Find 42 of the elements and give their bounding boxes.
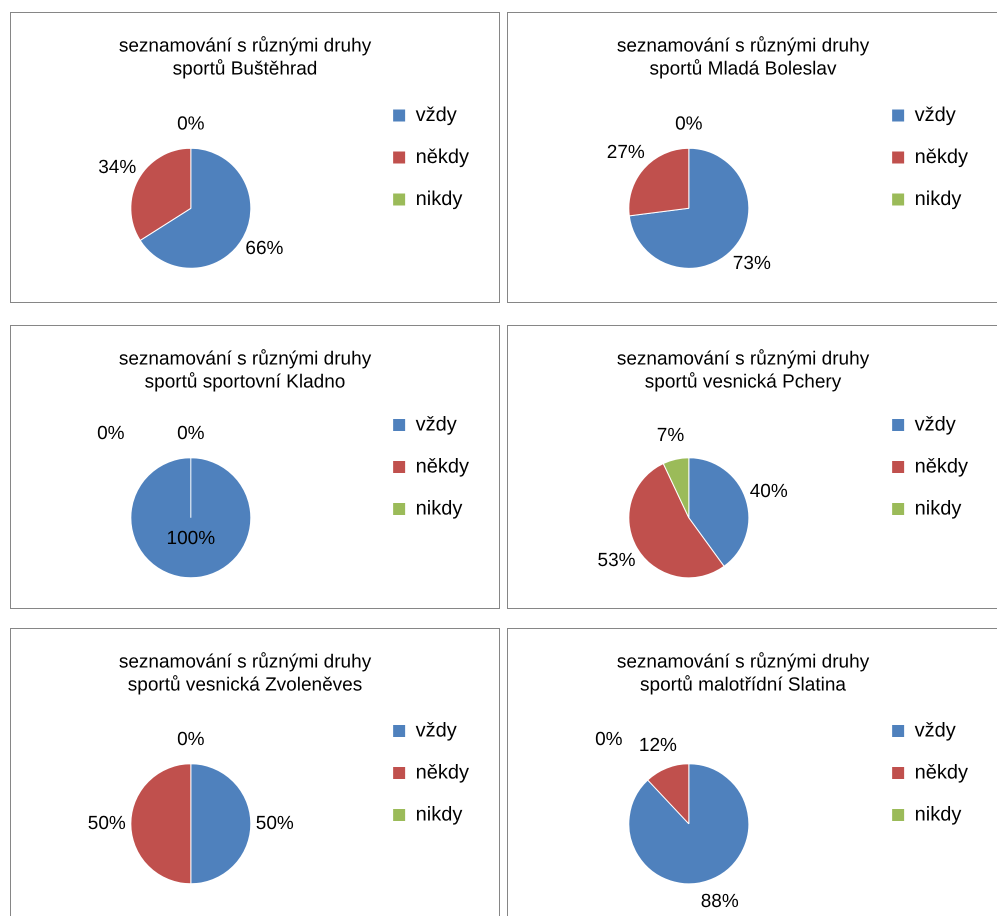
data-label: 100% <box>166 528 216 550</box>
text: 0% <box>97 423 125 444</box>
legend-label: někdy <box>914 146 968 168</box>
legend-label: vždy <box>416 104 457 126</box>
legend-label: nikdy <box>416 188 462 210</box>
legend-label: vždy <box>914 104 956 126</box>
text: 0% <box>177 423 205 444</box>
legend-label: vždy <box>416 720 457 742</box>
legend-label: vždy <box>914 720 956 742</box>
data-label: 66% <box>245 238 284 259</box>
legend-label: někdy <box>416 762 470 784</box>
chart-title: seznamování s různými druhy sportů malotřídní Slatina <box>616 652 870 696</box>
data-label: 12% <box>638 734 678 756</box>
text: 0% <box>177 114 205 135</box>
chart-title: seznamování s různými druhy sportů vesnická Zvoleněves <box>118 652 372 696</box>
chart-title: seznamování s různými druhy sportů Buštěhrad <box>118 36 372 80</box>
legend-label: někdy <box>914 456 968 478</box>
chart-title: seznamování s různými druhy sportů sportovní Kladno <box>118 348 372 392</box>
legend-label: nikdy <box>914 188 962 210</box>
legend-label: vždy <box>416 414 457 436</box>
text: 0% <box>177 729 205 750</box>
legend-label: někdy <box>416 456 470 478</box>
data-label: 40% <box>750 481 788 502</box>
data-label: 50% <box>88 813 126 834</box>
data-label: 73% <box>732 253 771 274</box>
legend-label: nikdy <box>416 804 462 826</box>
chart-title: seznamování s různými druhy sportů vesnická Pchery <box>616 348 870 392</box>
data-label: 7% <box>656 425 684 446</box>
legend-label: nikdy <box>416 498 462 520</box>
chart-title: seznamování s různými druhy sportů Mladá Boleslav <box>616 36 870 80</box>
data-label: 27% <box>606 142 645 163</box>
data-label: 88% <box>700 891 739 912</box>
data-label: 34% <box>98 157 136 178</box>
legend-label: nikdy <box>914 498 962 520</box>
data-label: 50% <box>256 813 294 834</box>
legend-label: někdy <box>416 146 470 168</box>
data-label: 53% <box>597 550 636 571</box>
legend-label: vždy <box>914 414 956 436</box>
legend-label: nikdy <box>914 804 962 826</box>
text: 0% <box>595 729 623 750</box>
text: 0% <box>675 114 703 135</box>
legend-label: někdy <box>914 762 968 784</box>
